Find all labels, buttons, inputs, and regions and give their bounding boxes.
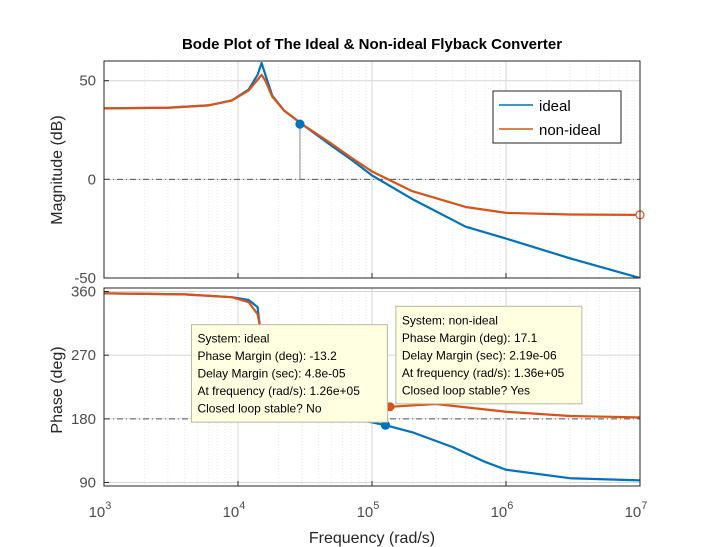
datatip-line: Delay Margin (sec): 2.19e-06	[402, 348, 557, 362]
x-tick-label: 104	[223, 500, 246, 521]
datatip-line: At frequency (rad/s): 1.26e+05	[197, 384, 360, 398]
x-tick-label: 105	[357, 500, 380, 521]
magnitude-y-tick-label: 50	[79, 73, 96, 90]
phase-y-tick-label: 90	[79, 474, 96, 491]
datatip-line: Closed loop stable? No	[197, 402, 321, 416]
datatip-line: System: non-ideal	[402, 313, 498, 327]
x-axis-label: Frequency (rad/s)	[309, 530, 435, 547]
datatip-line: Delay Margin (sec): 4.8e-05	[197, 367, 345, 381]
magnitude-axis-label: Magnitude (dB)	[49, 115, 66, 224]
phase-y-tick-label: 270	[71, 347, 96, 364]
legend-box	[492, 90, 622, 144]
phase-y-tick-label: 360	[71, 284, 96, 301]
datatip-line: Closed loop stable? Yes	[402, 383, 530, 397]
datatips: System: ideal Phase Margin (deg): -13.2 De…	[190, 305, 583, 423]
margin-marker[interactable]	[295, 119, 305, 129]
datatip-line: Phase Margin (deg): -13.2	[197, 349, 337, 363]
legend-label: ideal	[539, 98, 571, 115]
x-tick-label: 107	[625, 500, 648, 521]
legend-label: non-ideal	[539, 122, 601, 139]
magnitude-y-tick-label: -50	[74, 270, 96, 287]
datatip-line: System: ideal	[197, 332, 269, 346]
legend: ideal non-ideal	[492, 90, 622, 144]
phase-y-tick-label: 180	[71, 411, 96, 428]
x-tick-label: 106	[491, 500, 514, 521]
chart-title: Bode Plot of The Ideal & Non-ideal Flyba…	[182, 36, 562, 53]
datatip-line: Phase Margin (deg): 17.1	[402, 331, 538, 345]
magnitude-y-tick-label: 0	[88, 171, 96, 188]
x-tick-label: 103	[89, 500, 112, 521]
datatip-box	[395, 305, 583, 405]
magnitude-series-non-ideal	[104, 73, 640, 216]
datatip-box	[190, 324, 388, 423]
phase-axis-label: Phase (deg)	[49, 346, 66, 433]
x-tick-labels: 103 104 105 106 107	[89, 273, 648, 521]
datatip-line: At frequency (rad/s): 1.36e+05	[402, 366, 565, 380]
